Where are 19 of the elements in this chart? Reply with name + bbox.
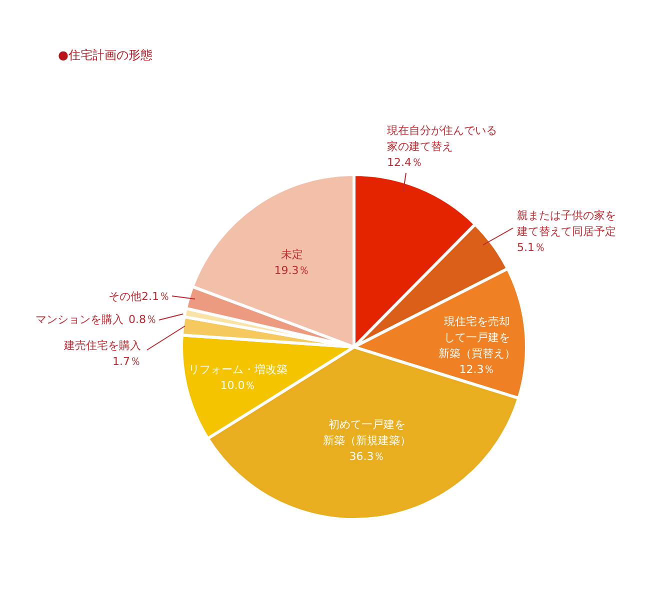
data-label: 12.3％ [459, 362, 495, 376]
data-label: 5.1％ [517, 240, 546, 254]
data-label: 1.7％ [112, 354, 141, 368]
data-label: 10.0％ [220, 378, 256, 392]
slice-label: 現住宅を売却して一戸建を新築（買替え） [438, 314, 516, 360]
data-label: 0.8％ [128, 312, 157, 326]
data-label: 2.1％ [142, 290, 170, 303]
data-label: 36.3％ [349, 450, 385, 463]
chart-title: ●住宅計画の形態 [58, 47, 152, 64]
slice-label: その他 [108, 290, 142, 303]
slice-label: リフォーム・増改築 [188, 362, 288, 376]
data-label: 12.4％ [387, 156, 422, 169]
data-label: 19.3％ [274, 264, 310, 277]
slice-label: 未定 [281, 248, 303, 261]
slice-label: 現在自分が住んでいる家の建て替え [387, 124, 497, 153]
slice-label: 親または子供の家を建て替えて同居予定 [516, 208, 616, 238]
slice-label: マンションを購入 [36, 312, 124, 326]
slice-label: 初めて一戸建を新築（新規建築） [323, 418, 411, 447]
slice-label: 建売住宅を購入 [63, 338, 141, 352]
